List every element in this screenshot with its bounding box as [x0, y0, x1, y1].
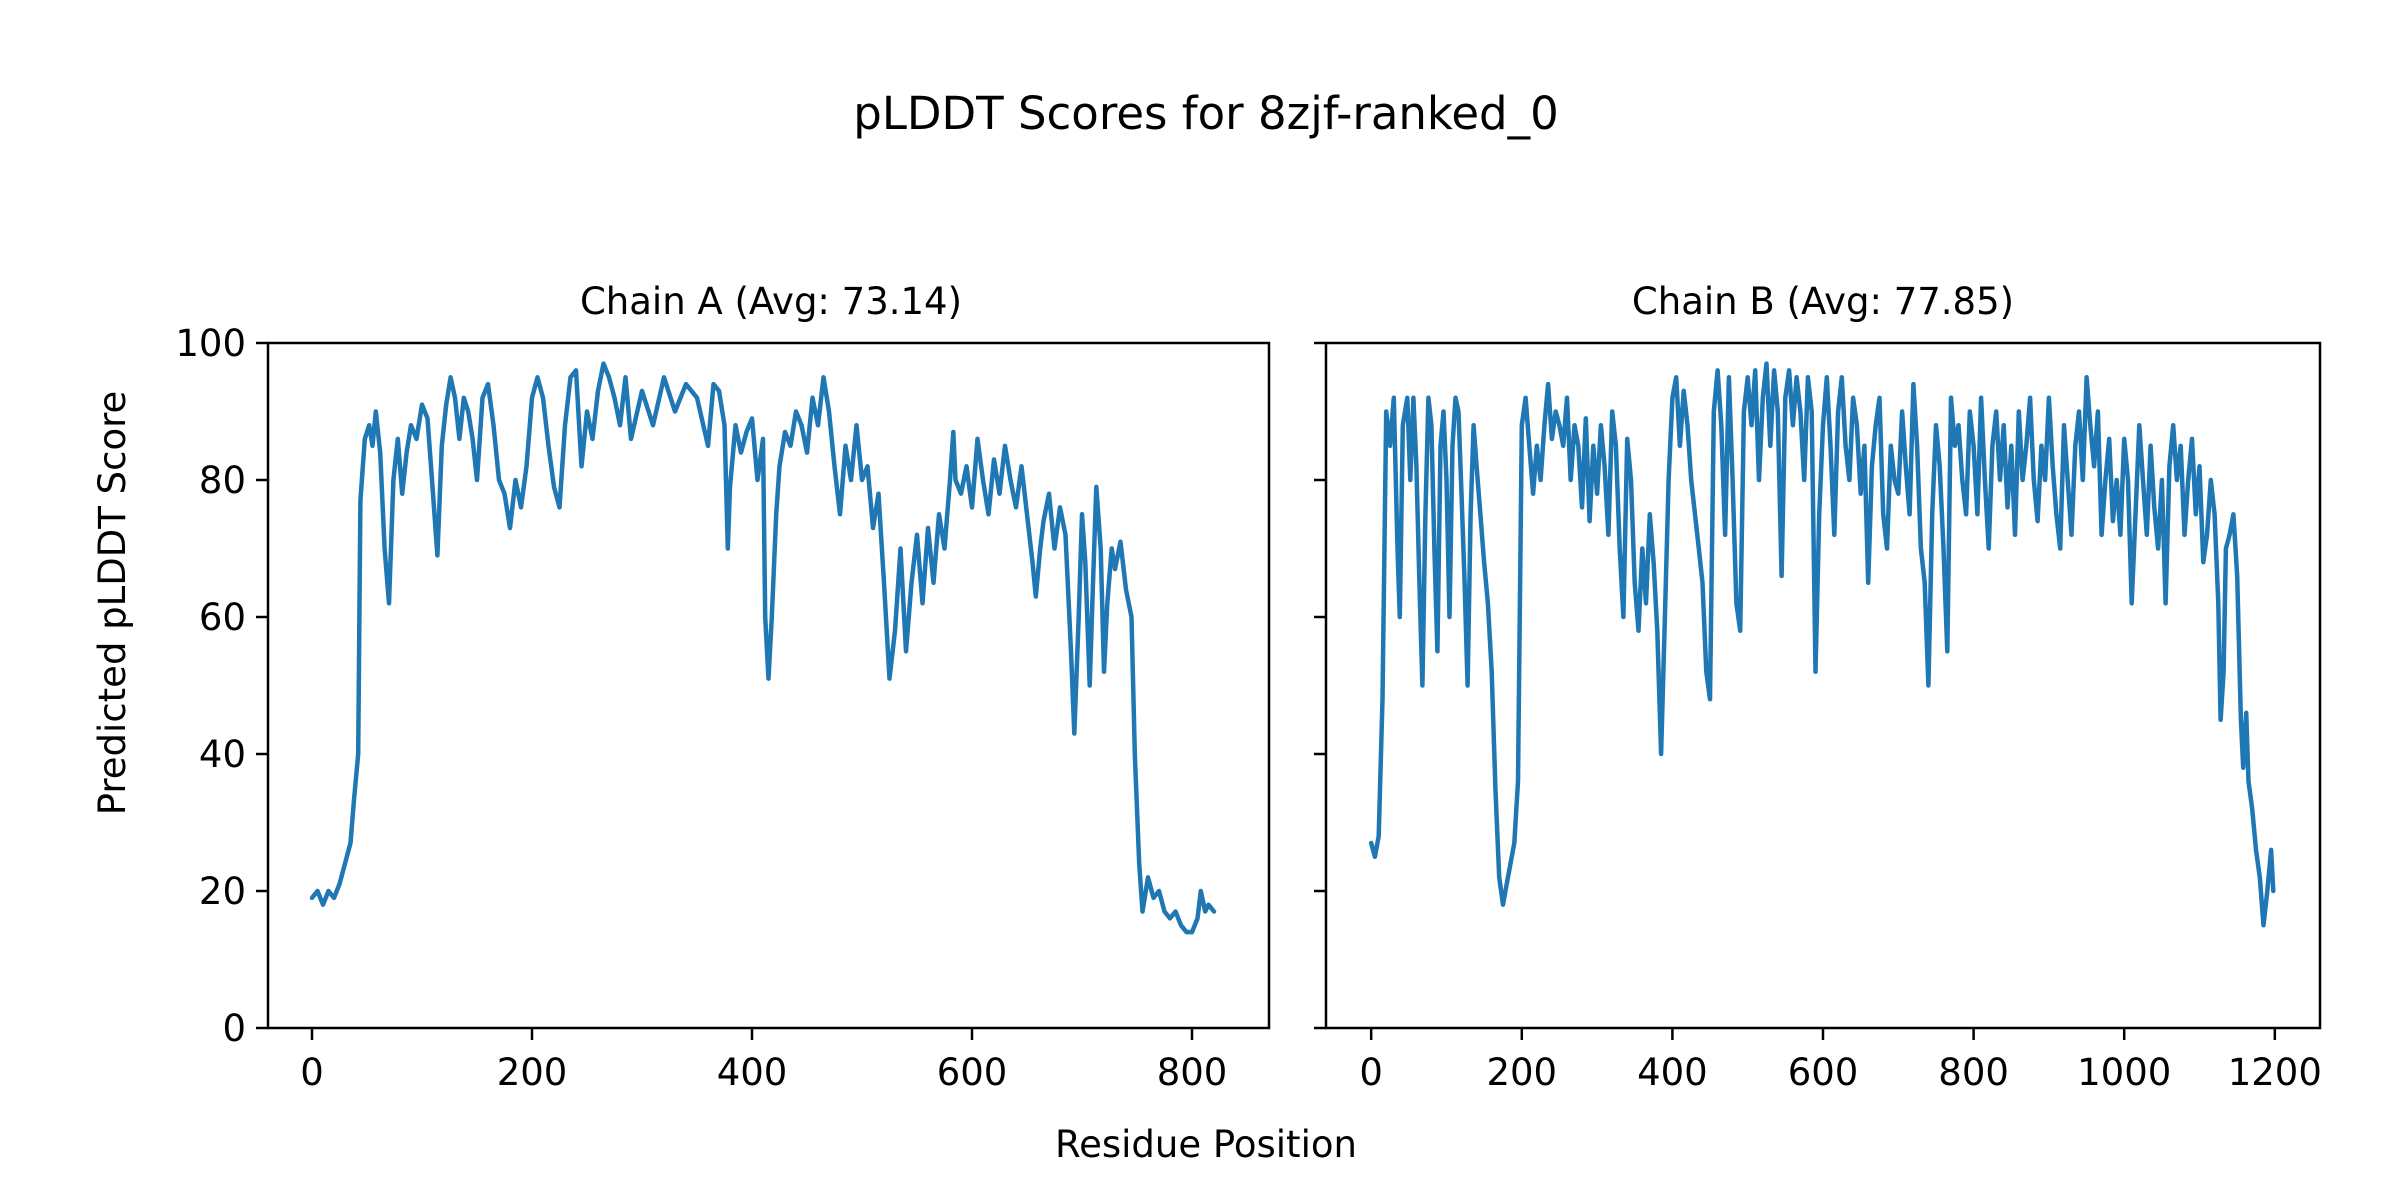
- panel-b-x-tick-label: 200: [1486, 1051, 1557, 1094]
- panel-b-x-tick-label: 0: [1359, 1051, 1383, 1094]
- panel-a-title: Chain A (Avg: 73.14): [580, 280, 962, 323]
- panel-b-x-tick-label: 1200: [2228, 1051, 2322, 1094]
- panel-a-x-tick-label: 200: [497, 1051, 568, 1094]
- panel-b-x-tick-label: 600: [1788, 1051, 1859, 1094]
- panel-a-y-tick-label: 80: [199, 459, 246, 502]
- panel-a-x-tick-label: 400: [717, 1051, 788, 1094]
- panel-a-gridlayer: 0 200 400 600 800 0 20 40 60 80 100: [175, 322, 1227, 1094]
- panel-a-x-tick-label: 0: [300, 1051, 324, 1094]
- x-axis-label: Residue Position: [1055, 1123, 1357, 1166]
- panel-a-frame: [266, 341, 1271, 1030]
- panel-a-y-tick-label: 40: [199, 733, 246, 776]
- panel-b-x-tick-label: 400: [1637, 1051, 1708, 1094]
- panel-b-frame: [1324, 341, 2322, 1030]
- panel-b-x-tick-label: 800: [1938, 1051, 2009, 1094]
- panel-a-series-line: [309, 361, 1217, 935]
- y-axis-label: Predicted pLDDT Score: [91, 391, 134, 816]
- panel-b-x-tick-label: 1000: [2077, 1051, 2171, 1094]
- panel-a-y-tick-label: 60: [199, 596, 246, 639]
- panel-a-y-tick-label: 0: [222, 1007, 246, 1050]
- panel-b-gridlayer: 0 200 400 600 800 1000 1200: [1314, 341, 2322, 1094]
- panel-b-title: Chain B (Avg: 77.85): [1632, 280, 2014, 323]
- panel-a-y-tick-label: 100: [175, 322, 246, 365]
- panel-a-x-tick-label: 800: [1157, 1051, 1228, 1094]
- panel-b-series-line: [1368, 361, 2276, 928]
- panel-a-x-tick-label: 600: [937, 1051, 1008, 1094]
- figure-title: pLDDT Scores for 8zjf-ranked_0: [853, 87, 1559, 140]
- panel-chain-a: Chain A (Avg: 73.14) 0 200 400 600 800 0 20 40 6…: [175, 280, 1271, 1094]
- panel-chain-b: Chain B (Avg: 77.85) 0 200 400 600 800 1000 12…: [1314, 280, 2322, 1094]
- panel-a-y-tick-label: 20: [199, 870, 246, 913]
